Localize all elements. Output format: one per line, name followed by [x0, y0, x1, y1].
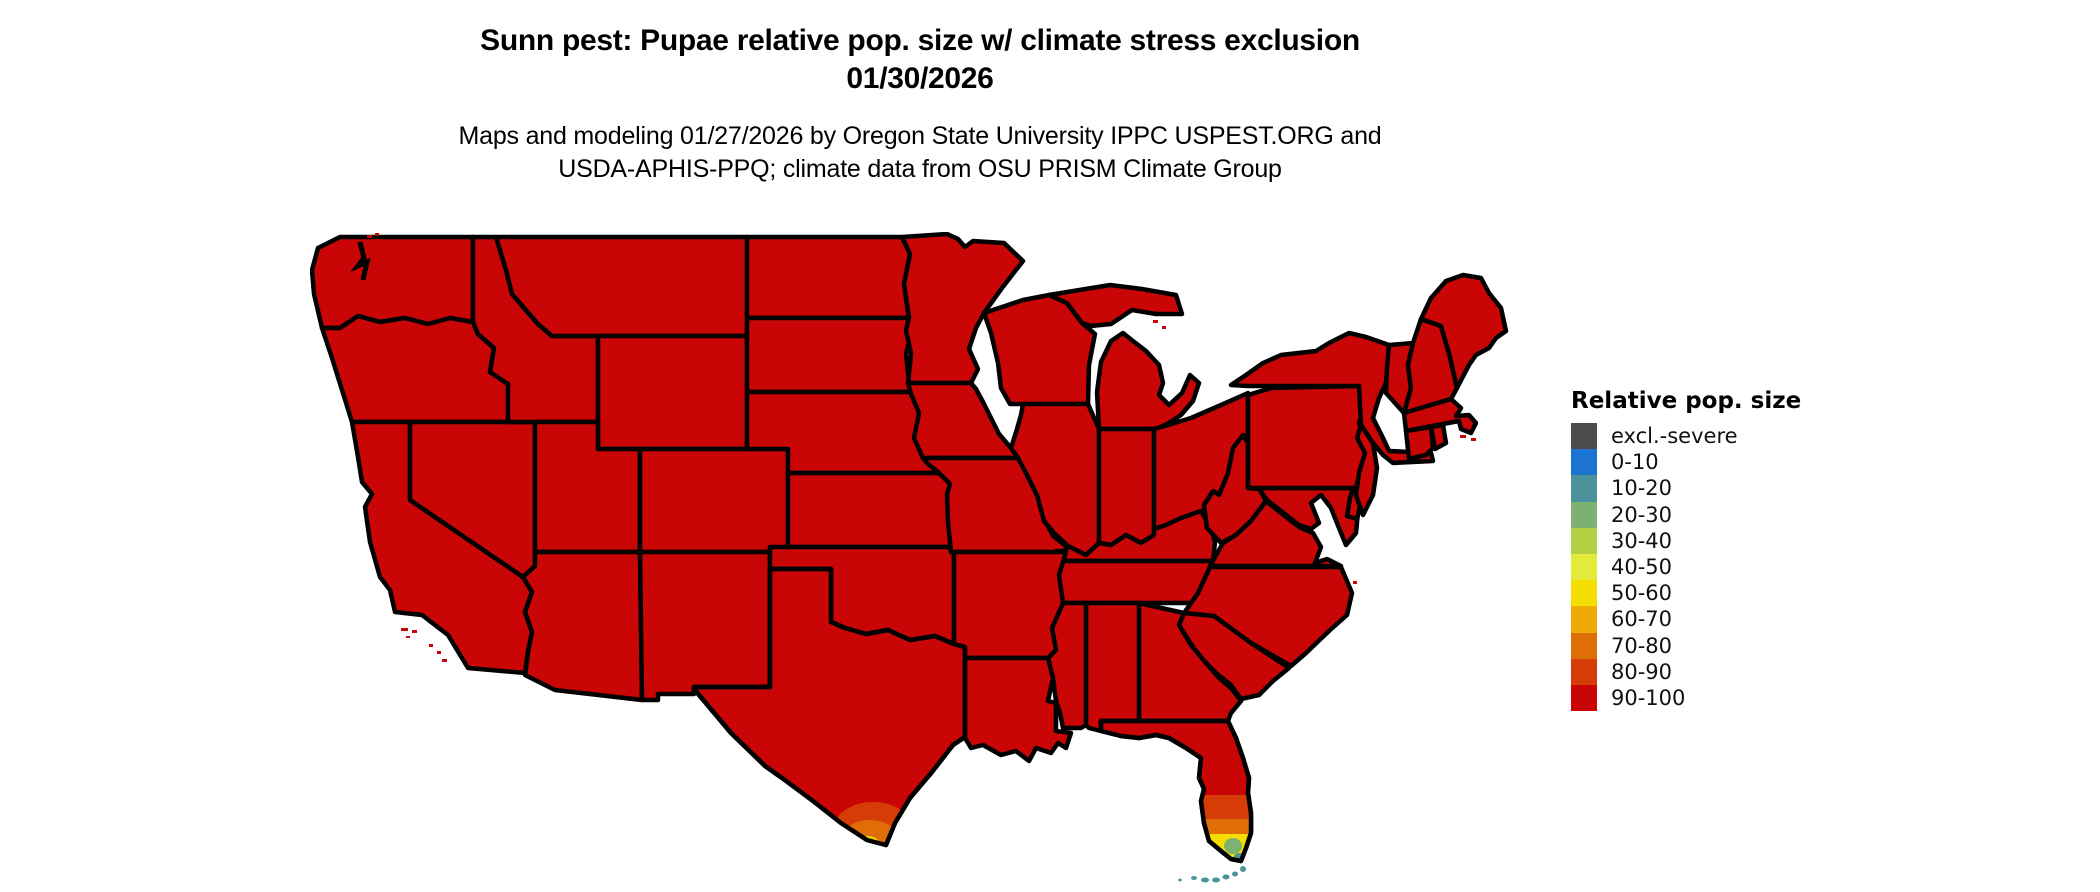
legend-label: 0-10: [1611, 450, 1659, 475]
legend-row: 90-100: [1571, 684, 1831, 712]
legend-swatch: [1571, 632, 1597, 659]
legend-label: 90-100: [1611, 685, 1686, 710]
legend-swatch: [1571, 658, 1597, 685]
florida-keys-dots: [1178, 866, 1246, 883]
legend-swatch: [1571, 580, 1597, 607]
state-washington: [309, 234, 476, 331]
state-indiana: [1096, 426, 1157, 548]
state-north-dakota: [744, 234, 913, 321]
subtitle-line-2: USDA-APHIS-PPQ; climate data from OSU PR…: [558, 155, 1282, 183]
legend-label: excl.-severe: [1611, 424, 1738, 449]
overlay-outlines: [691, 566, 1254, 864]
legend-swatch: [1571, 475, 1597, 502]
title-line-1: Sunn pest: Pupae relative pop. size w/ c…: [480, 24, 1360, 57]
state-south-dakota: [744, 315, 918, 395]
state-alabama: [1083, 600, 1142, 734]
legend-row: 50-60: [1571, 580, 1831, 607]
legend-items: excl.-severe 0-10 10-20 20-30 30-40 40-5…: [1571, 423, 1831, 712]
state-arizona: [520, 549, 645, 703]
legend-row: 10-20: [1571, 475, 1831, 502]
state-colorado: [637, 446, 791, 555]
state-minnesota: [899, 231, 1026, 386]
legend-row: excl.-severe: [1571, 423, 1831, 450]
legend-label: 50-60: [1611, 581, 1673, 606]
legend-swatch: [1571, 606, 1597, 633]
legend-row: 60-70: [1571, 606, 1831, 633]
legend-label: 80-90: [1611, 659, 1673, 684]
title-line-2: 01/30/2026: [846, 62, 994, 95]
state-michigan-upper: [1046, 282, 1185, 329]
state-louisiana: [962, 655, 1074, 764]
legend-label: 20-30: [1611, 502, 1673, 527]
state-montana: [493, 234, 750, 339]
state-new-jersey: [1353, 422, 1380, 518]
legend-label: 40-50: [1611, 555, 1673, 580]
legend-swatch: [1571, 527, 1597, 554]
state-connecticut: [1403, 424, 1436, 462]
legend: Relative pop. size excl.-severe 0-10 10-…: [1571, 388, 1831, 712]
state-kansas: [785, 470, 954, 550]
state-new-york: [1228, 330, 1436, 466]
legend-row: 20-30: [1571, 501, 1831, 528]
page-title: Sunn pest: Pupae relative pop. size w/ c…: [310, 22, 1530, 98]
legend-row: 80-90: [1571, 658, 1831, 685]
puget-sound-line: [350, 241, 371, 281]
legend-swatch: [1571, 553, 1597, 581]
us-map: [309, 231, 1530, 892]
legend-swatch: [1571, 423, 1597, 450]
state-wyoming: [595, 333, 750, 452]
legend-label: 60-70: [1611, 607, 1673, 632]
legend-title: Relative pop. size: [1571, 388, 1802, 414]
texas-outline: [691, 566, 968, 848]
state-maine: [1418, 272, 1509, 391]
state-north-carolina: [1181, 564, 1355, 669]
state-michigan: [1094, 330, 1202, 432]
legend-row: 30-40: [1571, 527, 1831, 554]
legend-row: 70-80: [1571, 632, 1831, 659]
legend-swatch: [1571, 449, 1597, 476]
legend-label: 10-20: [1611, 476, 1673, 501]
legend-row: 40-50: [1571, 553, 1831, 581]
subtitle-line-1: Maps and modeling 01/27/2026 by Oregon S…: [458, 122, 1382, 150]
legend-label: 70-80: [1611, 633, 1673, 658]
page-subtitle: Maps and modeling 01/27/2026 by Oregon S…: [310, 120, 1530, 186]
legend-swatch: [1571, 684, 1597, 712]
legend-row: 0-10: [1571, 449, 1831, 476]
state-new-mexico: [637, 549, 773, 703]
state-pennsylvania: [1245, 383, 1372, 491]
state-arkansas: [951, 549, 1069, 661]
state-rhode-island: [1428, 422, 1449, 452]
florida-outline: [1098, 718, 1254, 864]
states-layer: [309, 231, 1509, 864]
florida-patch-20-30: [1224, 838, 1242, 854]
island-specks: [367, 233, 1476, 662]
legend-label: 30-40: [1611, 528, 1673, 553]
legend-swatch: [1571, 501, 1597, 528]
state-iowa: [905, 380, 1021, 461]
